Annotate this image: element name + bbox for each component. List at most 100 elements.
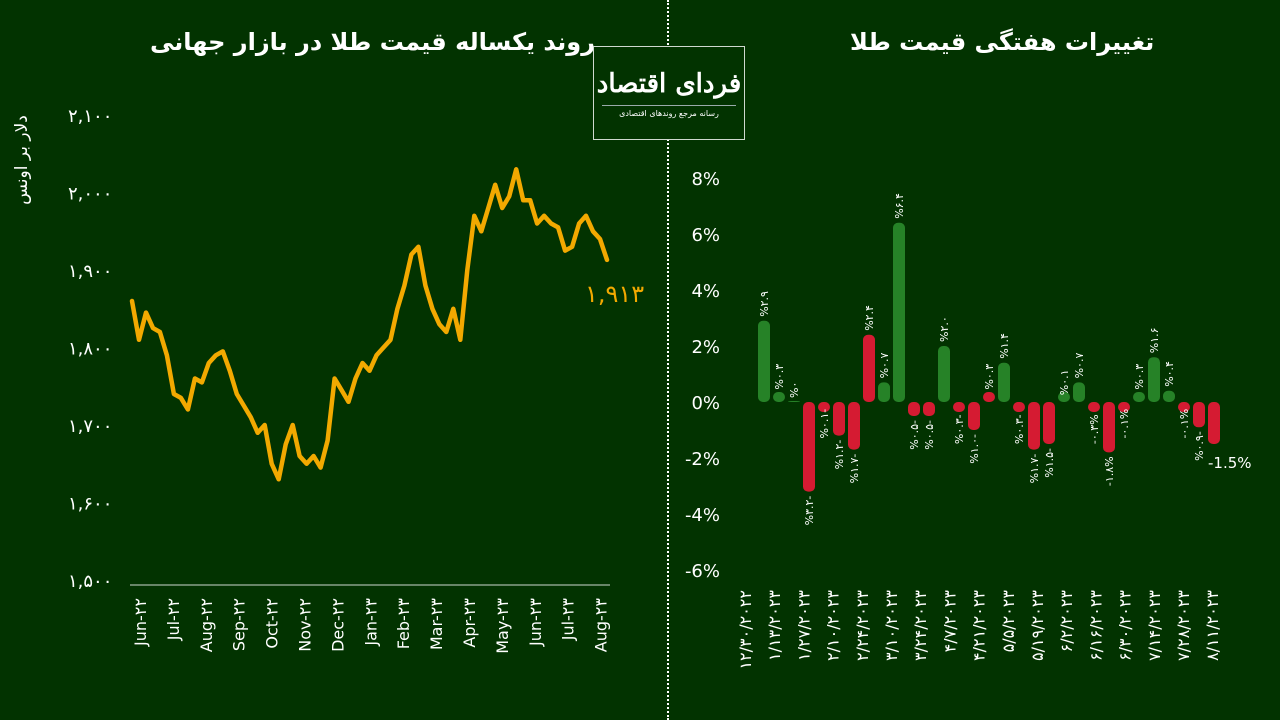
bar	[803, 402, 815, 492]
logo-tagline: رسانه مرجع روندهای اقتصادی	[602, 105, 736, 118]
data-label: %۰.۷	[878, 353, 891, 379]
data-label: %۱.۴	[998, 333, 1011, 359]
data-label: %۰.۳-	[1013, 414, 1026, 444]
data-label: -۰.۳%	[1088, 414, 1101, 444]
bar	[863, 334, 875, 402]
x-tick-label: ۲/۱۰/۲۰۲۳	[824, 590, 843, 661]
bar	[998, 362, 1010, 402]
gold-price-line	[129, 167, 610, 482]
bar	[818, 402, 830, 412]
data-label: %۰.۳-	[953, 414, 966, 444]
bar	[1148, 357, 1160, 402]
bar	[1013, 402, 1025, 412]
bar	[908, 402, 920, 416]
x-tick-label: Apr-۲۳	[460, 598, 479, 648]
bar	[1118, 402, 1130, 412]
bar	[1208, 402, 1220, 444]
x-tick-label: ۸/۱۱/۲۰۲۳	[1203, 590, 1222, 661]
bar	[1178, 402, 1190, 412]
x-tick-label: ۱/۱۳/۲۰۲۳	[765, 590, 784, 661]
y-tick-label: ۲,۱۰۰	[68, 106, 112, 127]
bar	[953, 402, 965, 412]
y-tick-label: 6%	[691, 225, 720, 246]
x-tick-label: Aug-۲۳	[592, 598, 611, 653]
data-label: %۰.۳	[773, 364, 786, 390]
bar	[758, 320, 770, 402]
x-tick-label: Jun-۲۲	[131, 598, 150, 647]
x-tick-label: Oct-۲۲	[263, 598, 282, 649]
data-label: %۱.۰-	[968, 434, 981, 464]
x-tick-label: ۱/۲۷/۲۰۲۳	[794, 590, 813, 661]
x-tick-label: ۴/۷/۲۰۲۳	[940, 590, 959, 653]
x-tick-label: ۵/۱۹/۲۰۲۳	[1028, 590, 1047, 661]
y-tick-label: 8%	[691, 169, 720, 190]
x-tick-label: Aug-۲۲	[197, 598, 216, 652]
bar	[983, 392, 995, 402]
data-label: %۰.۴	[1163, 361, 1176, 387]
data-label: %۳.۲-	[803, 496, 816, 526]
data-label: %۰.۱	[1058, 369, 1071, 395]
data-label: %۲.۹	[758, 291, 771, 317]
y-tick-label: ۱,۵۰۰	[68, 571, 112, 592]
bar	[1028, 402, 1040, 450]
y-tick-label: -4%	[685, 505, 720, 526]
divider	[667, 0, 669, 720]
x-tick-label: ۶/۳۰/۲۰۲۳	[1116, 590, 1135, 661]
x-tick-label: Jul-۲۲	[164, 598, 183, 641]
bar	[1163, 390, 1175, 402]
x-tick-label: ۶/۱۶/۲۰۲۳	[1086, 590, 1105, 661]
data-label: %۲.۴	[863, 305, 876, 331]
data-label: -۰.۱%	[1178, 409, 1191, 439]
bar	[1043, 402, 1055, 444]
data-label: %۱.۷-	[1028, 454, 1041, 484]
x-tick-label: Mar-۲۳	[427, 598, 446, 651]
x-tick-label: ۲/۲۴/۲۰۲۳	[853, 590, 872, 661]
bar-chart-title: تغییرات هفتگی قیمت طلا	[850, 28, 1155, 56]
data-label: %۲.۰	[938, 316, 951, 342]
data-label: %۰	[788, 382, 801, 398]
bar	[773, 392, 785, 402]
data-label: %۰.۳	[983, 364, 996, 390]
x-tick-label: ۳/۲۴/۲۰۲۳	[911, 590, 930, 661]
bar	[938, 346, 950, 402]
logo-name: فردای اقتصاد	[596, 69, 742, 99]
y-tick-label: ۱,۷۰۰	[68, 416, 112, 437]
data-label: %۰.۷	[1073, 353, 1086, 379]
bar	[1133, 392, 1145, 402]
y-tick-label: ۱,۶۰۰	[68, 494, 112, 515]
data-label: %۰.۱-	[818, 409, 831, 439]
line-chart-title: روند یکساله قیمت طلا در بازار جهانی	[150, 28, 596, 56]
y-tick-label: ۱,۹۰۰	[68, 261, 112, 282]
data-label: %۱.۶	[1148, 327, 1161, 353]
x-tick-label: Jul-۲۳	[559, 598, 578, 642]
x-tick-label: Jan-۲۳	[361, 598, 380, 647]
y-tick-label: -2%	[685, 449, 720, 470]
x-tick-label: Dec-۲۲	[328, 598, 347, 652]
data-label: %۰.۵-	[908, 420, 921, 450]
bar	[788, 401, 800, 402]
bar	[1193, 402, 1205, 428]
data-label: %۰.۵-	[923, 420, 936, 450]
x-tick-label: ۶/۲/۲۰۲۳	[1057, 590, 1076, 653]
x-tick-label: ۷/۲۸/۲۰۲۳	[1174, 590, 1193, 661]
data-label: %۱.۲-	[833, 440, 846, 470]
x-tick-label: ۱۲/۳۰/۲۰۲۲	[736, 590, 755, 670]
x-tick-label: Sep-۲۲	[230, 598, 249, 651]
data-label: -۰.۱%	[1118, 409, 1131, 439]
last-value-label: ۱,۹۱۳	[585, 280, 644, 308]
bar	[893, 222, 905, 402]
y-tick-label: ۱,۸۰۰	[68, 339, 112, 360]
x-tick-label: Jun-۲۳	[526, 598, 545, 647]
data-label: %۱.۷-	[848, 454, 861, 484]
bar	[1058, 392, 1070, 402]
data-label: %۰.۳	[1133, 364, 1146, 390]
bar	[1103, 402, 1115, 453]
y-tick-label: ۲,۰۰۰	[68, 184, 112, 205]
x-tick-label: May-۲۳	[493, 598, 512, 654]
bar	[878, 382, 890, 402]
y-tick-label: 0%	[691, 393, 720, 414]
bar	[1088, 402, 1100, 412]
data-label: -۱.۸%	[1103, 456, 1116, 486]
x-tick-label: ۳/۱۰/۲۰۲۳	[882, 590, 901, 661]
